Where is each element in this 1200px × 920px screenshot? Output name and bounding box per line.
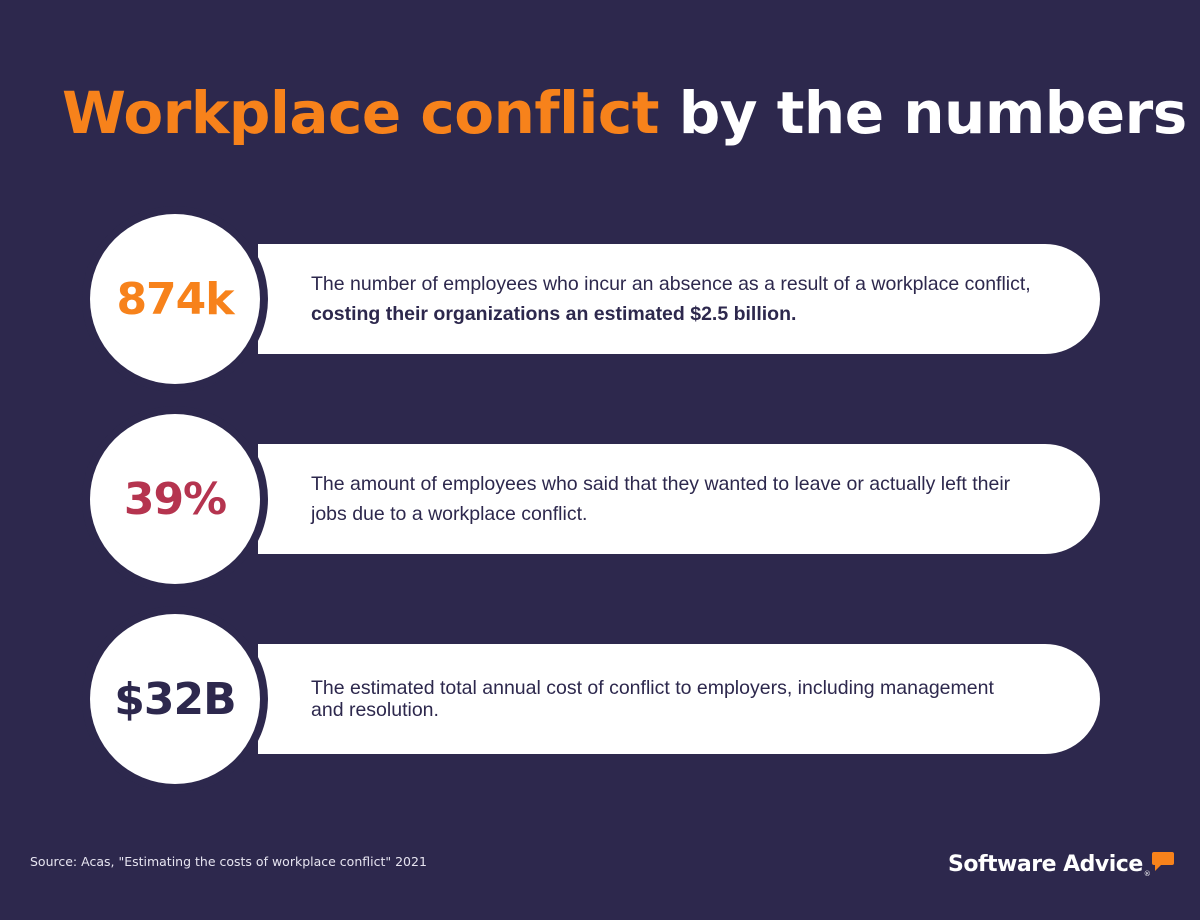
registered-mark: ® (1143, 870, 1151, 878)
stat-description-bold: costing their organizations an estimated… (311, 303, 797, 325)
stat-description-card: The number of employees who incur an abs… (258, 244, 1100, 354)
stat-description-regular: The number of employees who incur an abs… (311, 273, 1031, 295)
title-accent: Workplace conflict (62, 79, 660, 147)
stat-description-card: The amount of employees who said that th… (258, 444, 1100, 554)
stat-row-turnover: The amount of employees who said that th… (0, 406, 1200, 592)
stat-value: $32B (114, 673, 236, 725)
stat-description-regular: The amount of employees who said that th… (311, 473, 1011, 525)
page-title: Workplace conflict by the numbers (62, 78, 1187, 148)
stat-circle: $32B (82, 606, 268, 792)
stat-description: The number of employees who incur an abs… (311, 269, 1031, 329)
stat-value: 39% (123, 473, 227, 525)
source-citation: Source: Acas, "Estimating the costs of w… (30, 854, 427, 869)
title-rest: by the numbers (659, 79, 1188, 147)
stat-description: The estimated total annual cost of confl… (311, 677, 1031, 721)
stat-description: The amount of employees who said that th… (311, 469, 1031, 529)
logo-text: Software Advice (948, 852, 1143, 877)
stat-description-card: The estimated total annual cost of confl… (258, 644, 1100, 754)
stat-row-annual-cost: The estimated total annual cost of confl… (0, 606, 1200, 792)
stat-description-regular: The estimated total annual cost of confl… (311, 677, 994, 721)
stat-row-absence: The number of employees who incur an abs… (0, 206, 1200, 392)
speech-bubble-icon (1151, 852, 1174, 871)
stat-circle: 874k (82, 206, 268, 392)
software-advice-logo: Software Advice ® (948, 850, 1174, 880)
stat-circle: 39% (82, 406, 268, 592)
stat-value: 874k (116, 273, 234, 325)
